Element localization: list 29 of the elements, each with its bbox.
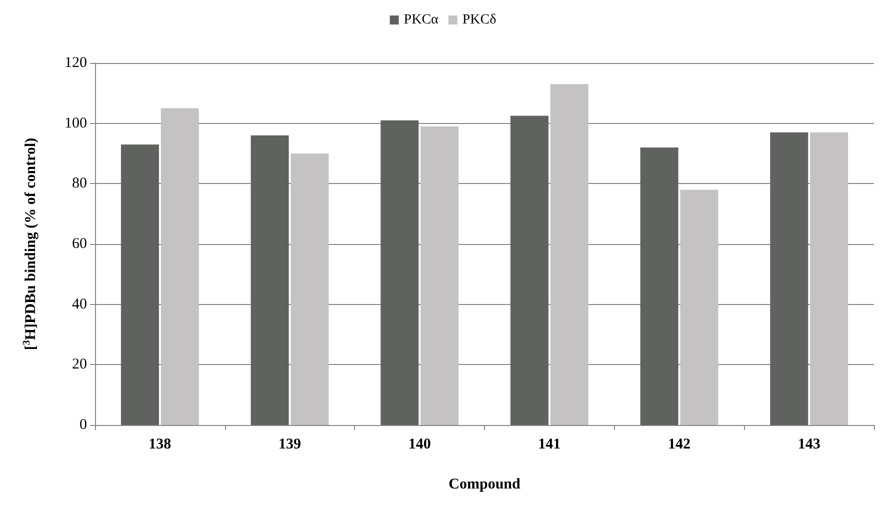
x-tick-label: 141 [538,436,561,452]
bar [640,147,678,425]
bar [680,190,718,425]
x-tick-label: 140 [408,436,431,452]
bar [380,120,419,425]
bar [550,84,588,425]
y-tick-label: 40 [72,296,87,312]
bar [120,144,159,425]
bar [250,135,289,425]
x-axis-title: Compound [448,476,522,492]
y-tick-label: 60 [72,236,87,252]
bar [420,126,459,425]
y-tick-label: 0 [80,417,87,433]
x-tick-label: 142 [668,436,690,452]
bar [770,132,808,425]
x-tick-label: 138 [148,436,172,452]
x-tick-label: 139 [278,436,301,452]
y-tick-label: 20 [72,356,87,373]
legend-label: PKCα [404,12,440,28]
bar [810,132,848,425]
x-tick-label: 143 [798,436,820,452]
bar [160,108,199,425]
y-tick-label: 100 [64,115,87,132]
y-axis-title: [3H]PDBu binding (% of control) [22,138,39,350]
legend-label: PKCδ [462,12,497,28]
y-tick-label: 80 [72,176,87,192]
y-tick-label: 120 [64,55,87,71]
bar [290,154,329,425]
bar [510,116,548,425]
